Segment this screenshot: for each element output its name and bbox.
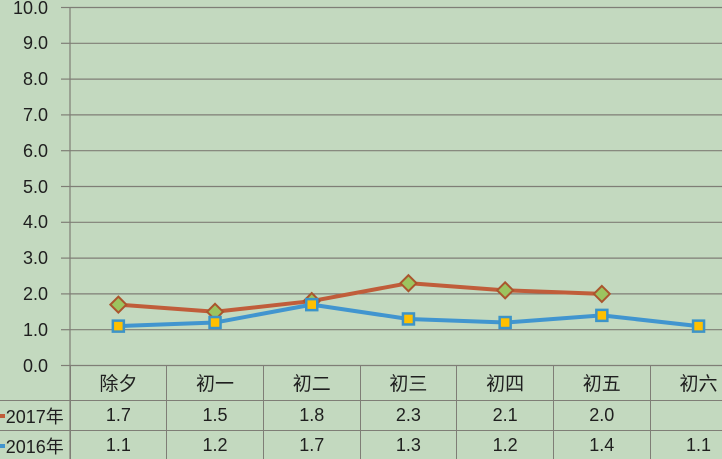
value-cell: 1.7 xyxy=(262,430,361,459)
y-axis-tick-label: 8.0 xyxy=(22,69,48,90)
square-marker xyxy=(208,315,222,330)
diamond-marker xyxy=(108,295,128,315)
y-axis-labels: 0.0 1.0 2.0 3.0 4.0 5.0 6.0 7.0 8.0 9.0 10.0 xyxy=(0,0,48,459)
value-cell: 1.3 xyxy=(359,430,458,459)
square-marker xyxy=(691,319,706,333)
square-marker xyxy=(401,312,416,326)
value-cell: 2.0 xyxy=(552,400,651,431)
value-cell: 1.2 xyxy=(166,430,264,459)
y-axis-tick-label: 7.0 xyxy=(22,104,48,125)
table-row-2016年: 2016年 1.1 1.2 1.7 1.3 1.2 1.4 1.1 xyxy=(0,430,722,459)
category-header: 初四 xyxy=(456,365,554,401)
y-axis-tick-label: 10.0 xyxy=(12,0,48,18)
series-line-2017年 xyxy=(116,281,604,314)
table-row-2017年: 2017年 1.7 1.5 1.8 2.3 2.1 2.0 xyxy=(0,400,722,431)
table-header-row: 除夕 初一 初二 初三 初四 初五 初六 xyxy=(0,365,722,401)
value-cell: 1.2 xyxy=(456,430,554,459)
y-axis-tick-label: 1.0 xyxy=(22,319,48,340)
y-axis-tick-label: 6.0 xyxy=(22,140,48,161)
data-table: 除夕 初一 初二 初三 初四 初五 初六 2017年 1.7 1.5 1.8 2.3 2.1 2.0 201… xyxy=(0,365,722,459)
category-header: 初三 xyxy=(359,365,458,401)
value-cell: 1.7 xyxy=(69,400,168,431)
value-cell: 2.3 xyxy=(359,400,458,431)
series-label: 2017年 xyxy=(0,400,71,431)
y-axis-tick-label: 5.0 xyxy=(22,176,48,197)
value-cell: 1.8 xyxy=(262,400,361,431)
table-corner-cell xyxy=(0,365,71,401)
category-header: 初一 xyxy=(166,365,264,401)
series-label: 2016年 xyxy=(0,430,71,459)
square-marker xyxy=(498,315,512,330)
category-header: 初六 xyxy=(649,365,722,401)
value-cell: 1.4 xyxy=(552,430,651,459)
legend-key-2017年 xyxy=(0,414,5,418)
diamond-marker xyxy=(592,284,612,304)
square-marker xyxy=(595,308,609,323)
value-cell: 2.1 xyxy=(456,400,554,431)
value-cell xyxy=(649,400,722,431)
y-axis-tick-label: 2.0 xyxy=(22,283,48,304)
category-header: 除夕 xyxy=(69,365,168,401)
y-axis-tick-label: 3.0 xyxy=(22,248,48,269)
value-cell: 1.1 xyxy=(649,430,722,459)
square-marker xyxy=(111,319,126,333)
y-axis-tick-label: 9.0 xyxy=(22,33,48,54)
diamond-marker xyxy=(495,280,515,300)
legend-key-2016年 xyxy=(0,444,5,448)
value-cell: 1.1 xyxy=(69,430,168,459)
category-header: 初五 xyxy=(552,365,651,401)
square-marker xyxy=(305,297,319,312)
category-header: 初二 xyxy=(262,365,361,401)
diamond-marker xyxy=(399,273,418,293)
value-cell: 1.5 xyxy=(166,400,264,431)
y-axis-tick-label: 4.0 xyxy=(22,212,48,233)
